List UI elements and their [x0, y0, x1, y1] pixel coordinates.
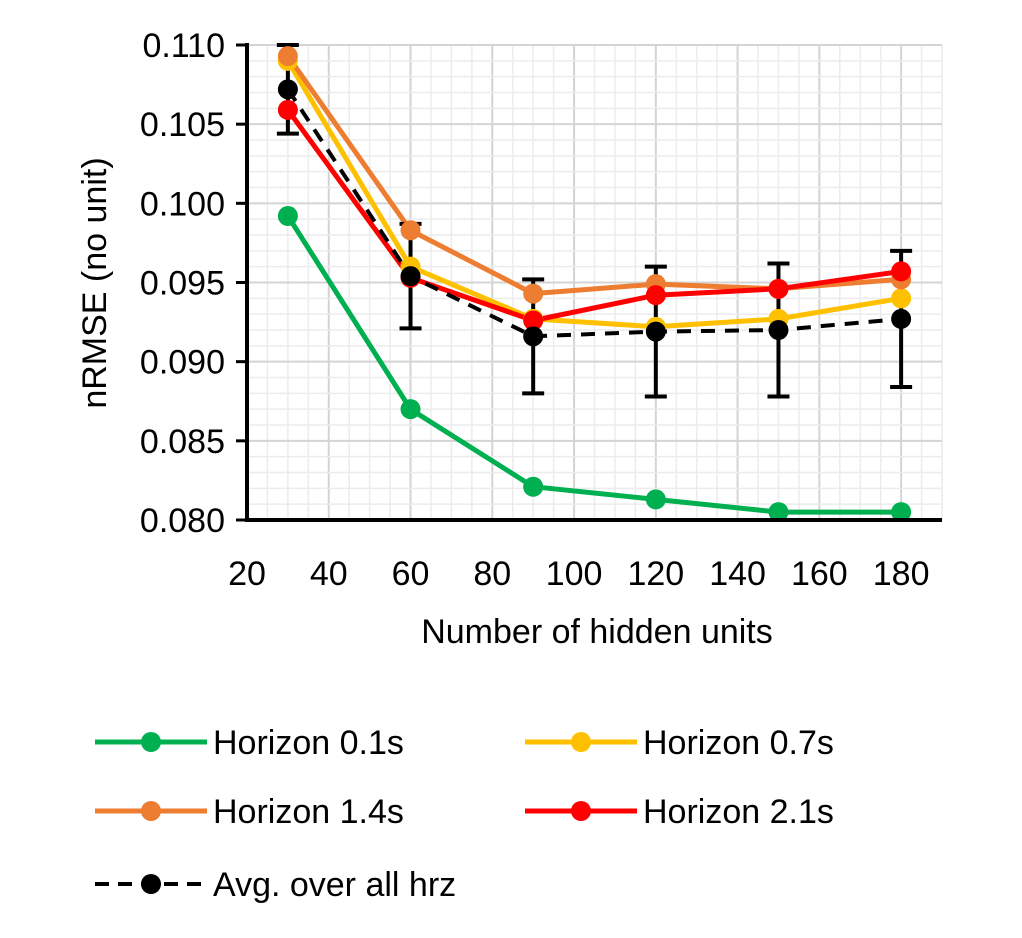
y-tick-label: 0.095 [140, 265, 225, 303]
legend-label: Horizon 2.1s [643, 793, 834, 831]
data-point [891, 288, 912, 309]
legend-item: Horizon 0.7s [525, 724, 834, 762]
legend-item: Avg. over all hrz [95, 866, 456, 904]
x-tick-label: 140 [709, 555, 766, 593]
x-tick-label: 80 [473, 555, 511, 593]
legend-item: Horizon 1.4s [95, 793, 404, 831]
data-point [645, 285, 666, 306]
data-point [523, 310, 544, 331]
data-point [400, 266, 421, 287]
data-point [891, 308, 912, 329]
legend-label: Horizon 0.1s [213, 724, 404, 762]
y-tick-label: 0.080 [140, 502, 225, 540]
series-line [286, 88, 902, 339]
legend-label: Horizon 1.4s [213, 793, 404, 831]
legend-item: Horizon 0.1s [95, 724, 404, 762]
data-point [523, 476, 544, 497]
legend-item: Horizon 2.1s [525, 793, 834, 831]
plot-lines [285, 54, 902, 515]
data-point [768, 320, 789, 340]
data-point [523, 326, 544, 347]
data-point [768, 502, 789, 523]
axes [236, 43, 942, 522]
data-point [277, 46, 298, 67]
grid [246, 44, 943, 521]
legend-marker [571, 801, 591, 821]
data-point [645, 321, 666, 342]
legend-label: Avg. over all hrz [213, 866, 456, 904]
x-tick-label: 60 [392, 555, 430, 593]
legend-marker [141, 874, 161, 894]
data-point [645, 489, 666, 510]
x-tick-label: 120 [627, 555, 684, 593]
legend-marker [571, 732, 591, 752]
y-tick-label: 0.110 [142, 27, 225, 65]
data-point [891, 261, 912, 282]
legend: Horizon 0.1s Horizon 0.7s Horizon 1.4s Hori… [95, 724, 834, 904]
y-tick-label: 0.090 [140, 344, 225, 382]
data-point [277, 206, 298, 226]
data-point [400, 220, 421, 241]
data-point [891, 502, 912, 523]
data-point [400, 399, 421, 420]
data-point [277, 99, 298, 120]
x-tick-label: 100 [546, 555, 603, 593]
data-point [277, 79, 298, 100]
y-tick-label: 0.085 [140, 423, 225, 461]
legend-marker [141, 801, 161, 821]
series-line [285, 214, 902, 515]
series-line [285, 59, 902, 330]
x-axis-title: Number of hidden units [421, 613, 773, 651]
legend-label: Horizon 0.7s [643, 724, 834, 762]
data-point [523, 283, 544, 304]
y-tick-label: 0.100 [140, 185, 225, 223]
x-tick-label: 180 [873, 555, 930, 593]
x-tick-label: 40 [310, 555, 348, 593]
y-tick-label: 0.105 [140, 106, 225, 144]
x-tick-label: 20 [228, 555, 266, 593]
series-line [285, 108, 902, 323]
markers [277, 46, 912, 523]
legend-marker [141, 732, 161, 752]
x-tick-label: 160 [791, 555, 848, 593]
y-axis-title: nRMSE (no unit) [76, 157, 114, 408]
tick-labels: 0.080 0.085 0.090 0.095 0.100 0.105 0.110 20 40 6… [140, 27, 930, 593]
data-point [768, 278, 789, 299]
